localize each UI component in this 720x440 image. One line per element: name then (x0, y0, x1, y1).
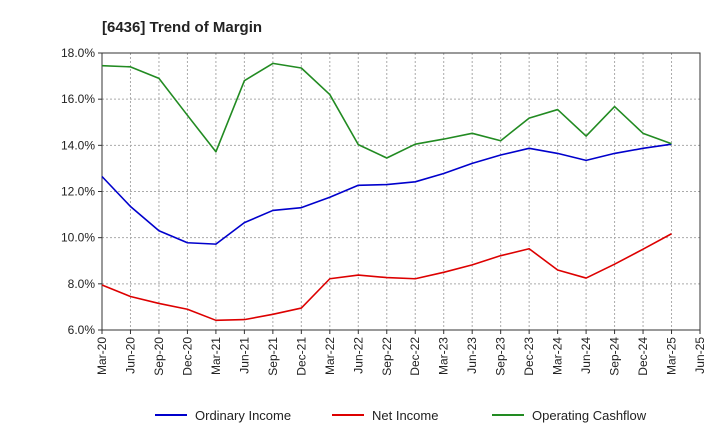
x-tick-label: Dec-21 (294, 337, 308, 376)
y-tick-label: 16.0% (61, 92, 95, 106)
y-tick-label: 8.0% (68, 277, 96, 291)
legend-label-net-income: Net Income (372, 408, 438, 423)
x-tick-label: Sep-22 (380, 337, 394, 376)
x-tick-label: Mar-25 (665, 337, 679, 375)
x-tick-label: Jun-21 (237, 337, 251, 374)
x-tick-label: Sep-21 (266, 337, 280, 376)
x-tick-label: Dec-22 (408, 337, 422, 376)
series-line-net-income (101, 233, 672, 322)
series-layer (101, 62, 672, 322)
legend-label-ordinary-income: Ordinary Income (195, 408, 291, 423)
x-tick-label: Sep-20 (152, 337, 166, 376)
grid-layer (101, 52, 701, 331)
x-tick-label: Mar-23 (437, 337, 451, 375)
legend-label-operating-cashflow: Operating Cashflow (532, 408, 647, 423)
plot-frame (101, 52, 701, 331)
x-tick-label: Mar-20 (95, 337, 109, 375)
series-line-operating-cashflow (101, 62, 672, 159)
x-tick-label: Jun-25 (693, 337, 707, 374)
x-tick-label: Jun-22 (351, 337, 365, 374)
axis-layer: 6.0% 8.0% 10.0% 12.0% 14.0% 16.0% 18.0% Mar-20 J… (61, 46, 707, 376)
x-tick-label: Mar-24 (551, 337, 565, 375)
x-tick-label: Dec-20 (180, 337, 194, 376)
x-tick-label: Jun-24 (579, 337, 593, 374)
y-tick-label: 6.0% (68, 323, 96, 337)
y-tick-label: 18.0% (61, 46, 95, 60)
x-tick-label: Sep-24 (608, 337, 622, 376)
chart-title: [6436] Trend of Margin (102, 19, 262, 36)
x-tick-label: Mar-21 (209, 337, 223, 375)
x-tick-label: Jun-23 (465, 337, 479, 374)
x-tick-label: Mar-22 (323, 337, 337, 375)
x-tick-label: Sep-23 (494, 337, 508, 376)
y-tick-label: 10.0% (61, 231, 95, 245)
y-tick-label: 12.0% (61, 185, 95, 199)
x-tick-label: Dec-23 (522, 337, 536, 376)
x-tick-label: Jun-20 (123, 337, 137, 374)
x-tick-label: Dec-24 (636, 337, 650, 376)
y-tick-label: 14.0% (61, 138, 95, 152)
series-line-ordinary-income (101, 143, 672, 245)
legend: Ordinary Income Net Income Operating Cashf… (155, 408, 647, 423)
